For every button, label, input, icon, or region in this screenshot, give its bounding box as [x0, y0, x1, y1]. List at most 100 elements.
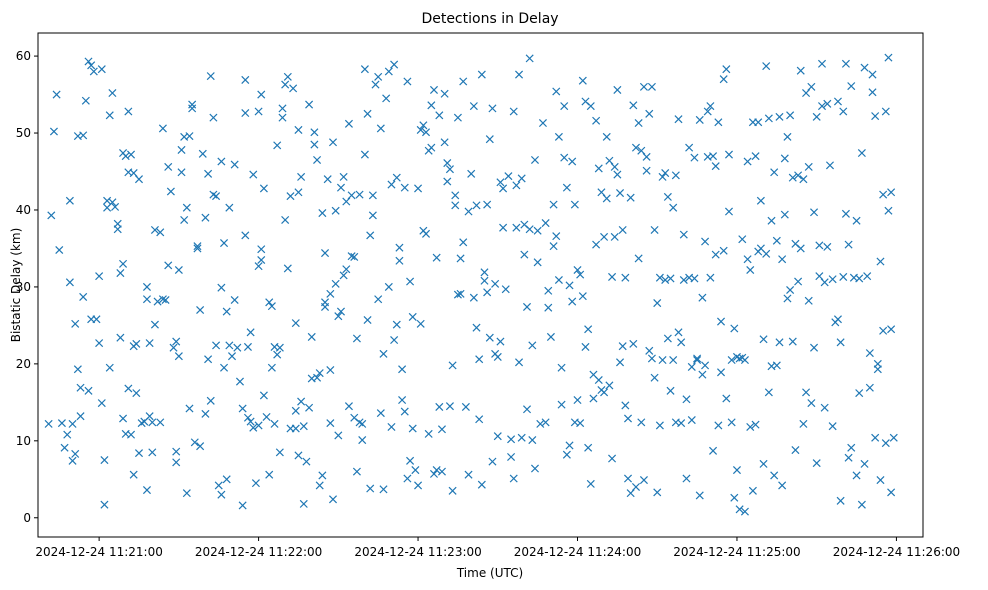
- data-point: [833, 315, 842, 324]
- data-point: [661, 275, 670, 285]
- data-point: [884, 206, 893, 215]
- data-point: [724, 150, 734, 159]
- data-point: [273, 350, 282, 359]
- data-point: [719, 75, 728, 84]
- data-point: [714, 118, 723, 127]
- data-point: [817, 102, 827, 111]
- data-point: [857, 149, 866, 158]
- data-point: [786, 285, 795, 295]
- data-point: [756, 196, 765, 205]
- data-point: [663, 334, 672, 343]
- data-point: [259, 184, 268, 193]
- y-tick-label: 10: [16, 434, 31, 448]
- data-point: [305, 100, 314, 109]
- data-point: [799, 175, 808, 184]
- data-point: [544, 303, 553, 312]
- data-point: [732, 466, 741, 475]
- data-point: [185, 404, 194, 413]
- data-point: [693, 355, 702, 365]
- data-point: [84, 386, 93, 395]
- data-point: [602, 194, 611, 203]
- data-point: [820, 278, 829, 287]
- data-point: [475, 415, 484, 424]
- data-point: [703, 107, 712, 116]
- data-point: [342, 265, 351, 274]
- y-tick-label: 60: [16, 49, 31, 63]
- data-point: [432, 253, 441, 262]
- data-point: [326, 419, 335, 428]
- data-point: [73, 365, 82, 374]
- data-point: [164, 162, 173, 171]
- data-point: [812, 459, 821, 468]
- plot-frame: [37, 32, 924, 538]
- data-point: [376, 409, 385, 418]
- data-point: [592, 116, 601, 125]
- data-point: [610, 162, 619, 171]
- data-point: [126, 150, 136, 159]
- data-point: [679, 275, 688, 285]
- data-point: [594, 376, 603, 385]
- data-point: [799, 419, 808, 428]
- data-point: [810, 208, 819, 217]
- data-point: [770, 471, 779, 480]
- data-point: [706, 102, 715, 111]
- data-point: [610, 232, 619, 241]
- data-point: [182, 489, 191, 498]
- data-point: [669, 203, 678, 212]
- data-point: [334, 312, 343, 321]
- data-point: [716, 317, 726, 326]
- data-point: [501, 285, 510, 294]
- plot-area: [37, 32, 924, 538]
- data-point: [493, 352, 502, 361]
- data-point: [435, 402, 444, 411]
- x-axis-label: Time (UTC): [456, 566, 523, 580]
- data-point: [97, 399, 106, 408]
- x-tick-label: 2024-12-24 11:23:00: [354, 545, 481, 559]
- data-point: [254, 421, 263, 430]
- data-point: [509, 474, 518, 483]
- data-point: [291, 319, 300, 328]
- data-point: [772, 236, 781, 245]
- data-point: [429, 469, 439, 478]
- data-point: [336, 183, 345, 192]
- data-point: [445, 402, 454, 411]
- data-point: [387, 180, 396, 189]
- data-point: [302, 457, 311, 466]
- data-point: [201, 409, 210, 418]
- data-point: [355, 190, 364, 199]
- data-point: [844, 240, 853, 249]
- data-point: [408, 312, 417, 321]
- data-point: [196, 442, 205, 451]
- data-point: [879, 326, 888, 335]
- data-point: [857, 500, 866, 509]
- data-point: [459, 77, 468, 86]
- data-point: [174, 265, 183, 275]
- data-point: [480, 276, 489, 285]
- data-point: [230, 295, 239, 305]
- data-point: [764, 388, 773, 397]
- data-point: [780, 154, 789, 163]
- data-point: [257, 255, 266, 265]
- data-point: [97, 65, 106, 74]
- data-point: [778, 481, 787, 490]
- data-point: [642, 152, 651, 161]
- data-point: [887, 325, 896, 334]
- data-point: [618, 225, 627, 235]
- data-point: [459, 238, 468, 247]
- data-point: [576, 419, 585, 428]
- data-point: [435, 111, 444, 120]
- data-point: [259, 391, 268, 400]
- data-point: [682, 474, 691, 483]
- data-point: [76, 383, 85, 392]
- data-point: [390, 335, 399, 345]
- data-point: [177, 168, 186, 177]
- data-point: [515, 358, 524, 367]
- data-point: [879, 190, 888, 199]
- data-point: [116, 333, 125, 342]
- data-point: [592, 240, 601, 249]
- data-point: [169, 343, 178, 352]
- data-point: [281, 80, 290, 89]
- data-point: [759, 459, 768, 468]
- data-point: [804, 162, 813, 171]
